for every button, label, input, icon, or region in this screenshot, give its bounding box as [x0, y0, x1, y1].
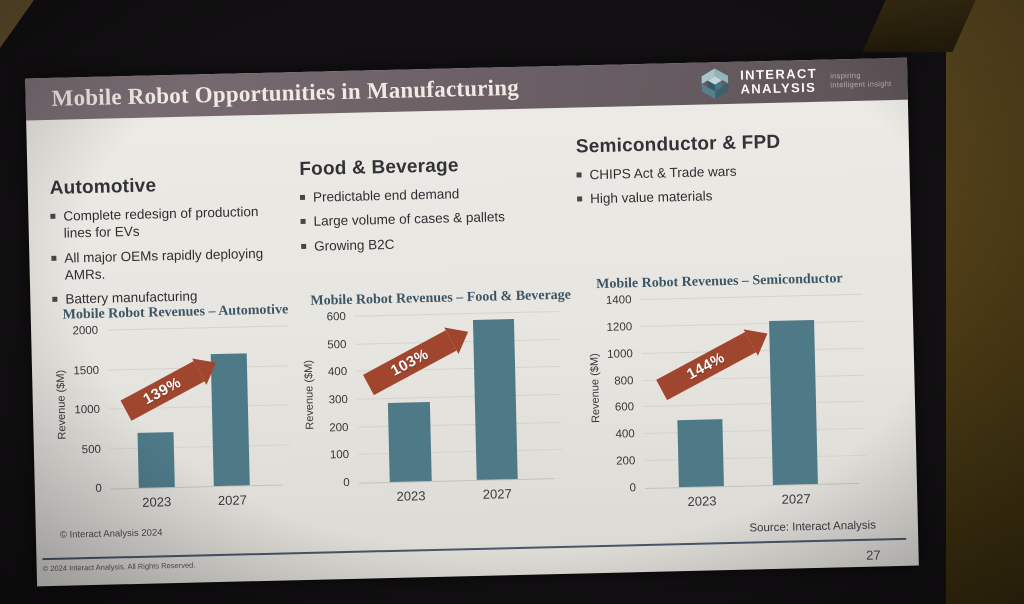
x-tick-label: 2027 [781, 491, 811, 507]
y-tick-label: 800 [614, 374, 634, 388]
y-tick-label: 100 [329, 449, 350, 462]
y-tick-label: 200 [329, 421, 349, 435]
section-food-beverage: Food & Beverage Predictable end demand L… [299, 153, 561, 262]
chart-semiconductor: Mobile Robot Revenues – Semiconductor Re… [582, 270, 912, 509]
y-tick-label: 1000 [607, 347, 633, 361]
square-bullet-icon [51, 255, 57, 261]
slide-title: Mobile Robot Opportunities in Manufactur… [51, 74, 520, 111]
gridline [640, 293, 863, 301]
chart-title: Mobile Robot Revenues – Semiconductor [595, 271, 843, 293]
square-bullet-icon [576, 172, 582, 178]
square-bullet-icon [301, 243, 307, 249]
x-tick-label: 2027 [482, 486, 512, 502]
y-axis-title: Revenue ($M) [588, 353, 603, 424]
brand-block: INTERACT ANALYSIS inspiring intelligent … [698, 62, 908, 100]
bar-2027 [769, 320, 819, 485]
y-tick-label: 0 [629, 482, 637, 495]
footer-rule [42, 537, 907, 561]
x-tick-label: 2023 [687, 493, 717, 509]
x-tick-label: 2027 [217, 492, 248, 509]
bar-2023 [137, 431, 175, 488]
y-tick-label: 500 [327, 338, 347, 352]
bar-2027 [472, 318, 518, 480]
slide: Mobile Robot Opportunities in Manufactur… [25, 57, 919, 587]
gridline [107, 325, 288, 331]
growth-arrow-icon: 139% [120, 360, 205, 421]
y-tick-label: 1200 [606, 321, 633, 334]
chart-automotive: Mobile Robot Revenues – Automotive Reven… [49, 302, 303, 510]
square-bullet-icon [300, 219, 306, 225]
bullet-item: Large volume of cases & pallets [300, 207, 560, 230]
y-tick-label: 0 [95, 482, 102, 495]
section-automotive: Automotive Complete redesign of producti… [49, 172, 290, 315]
section-heading-semiconductor-fpd: Semiconductor & FPD [575, 131, 781, 158]
interact-analysis-logo-icon [701, 68, 729, 99]
plot-area: 144% 0 200 400 600 800 1000 1200 1400 2023 2027 [606, 293, 867, 509]
bullet-item: CHIPS Act & Trade wars [576, 159, 888, 184]
gridline [356, 393, 561, 400]
bullet-item: Growing B2C [301, 231, 561, 254]
y-tick-label: 300 [328, 393, 348, 407]
chart-title: Mobile Robot Revenues – Food & Beverage [310, 287, 572, 309]
brand-tagline: inspiring intelligent insight [830, 70, 892, 90]
brand-name: INTERACT ANALYSIS [740, 65, 818, 97]
y-tick-label: 0 [343, 476, 350, 490]
page-number: 27 [865, 547, 881, 563]
section-heading-food-beverage: Food & Beverage [299, 155, 459, 181]
slide-header: Mobile Robot Opportunities in Manufactur… [25, 57, 908, 121]
growth-label: 103% [387, 345, 432, 380]
square-bullet-icon [577, 196, 583, 202]
y-tick-label: 2000 [72, 324, 99, 338]
wall-top-left [0, 0, 34, 48]
bar-2023 [388, 402, 432, 482]
y-tick-label: 1400 [605, 294, 632, 307]
bullet-list: Complete redesign of production lines fo… [50, 202, 290, 308]
y-tick-label: 600 [614, 401, 635, 415]
bullet-item: High value materials [577, 183, 889, 208]
y-tick-label: 600 [326, 310, 346, 324]
source-note: Source: Interact Analysis [749, 519, 877, 535]
bar-2023 [677, 418, 725, 488]
growth-arrow-icon: 103% [362, 329, 457, 395]
gridline [354, 310, 559, 317]
chart-food-beverage: Mobile Robot Revenues – Food & Beverage … [296, 287, 575, 504]
wall-right [946, 0, 1024, 604]
inner-copyright: © Interact Analysis 2024 [59, 527, 163, 541]
y-tick-label: 400 [327, 366, 348, 379]
plot-area: 103% 0 100 200 300 400 500 600 2023 2027 [327, 310, 563, 504]
growth-arrow-icon: 144% [656, 331, 756, 400]
y-tick-label: 400 [615, 428, 635, 441]
section-heading-automotive: Automotive [49, 175, 157, 199]
growth-label: 139% [140, 373, 185, 408]
bullet-item: Complete redesign of production lines fo… [50, 202, 289, 242]
section-semiconductor-fpd: Semiconductor & FPD CHIPS Act & Trade wa… [576, 129, 890, 215]
y-tick-label: 1000 [74, 403, 101, 417]
bullet-item: All major OEMs rapidly deploying AMRs. [51, 244, 290, 284]
square-bullet-icon [50, 213, 56, 219]
square-bullet-icon [52, 296, 58, 302]
bullet-list: CHIPS Act & Trade wars High value materi… [576, 159, 889, 208]
bullet-list: Predictable end demand Large volume of c… [299, 183, 561, 255]
bullet-item: Predictable end demand [299, 183, 560, 206]
y-tick-label: 500 [81, 443, 102, 456]
footer-copyright: © 2024 Interact Analysis. All Rights Res… [42, 560, 196, 574]
y-axis-title: Revenue ($M) [302, 359, 317, 430]
y-tick-label: 200 [616, 455, 636, 468]
gridline [643, 401, 865, 408]
x-tick-label: 2023 [396, 488, 426, 504]
x-tick-label: 2023 [142, 494, 172, 510]
square-bullet-icon [299, 194, 306, 201]
y-tick-label: 1500 [73, 364, 100, 377]
plot-area: 139% 0 500 1000 1500 2000 2023 2027 [72, 325, 290, 510]
y-axis-title: Revenue ($M) [54, 369, 69, 440]
